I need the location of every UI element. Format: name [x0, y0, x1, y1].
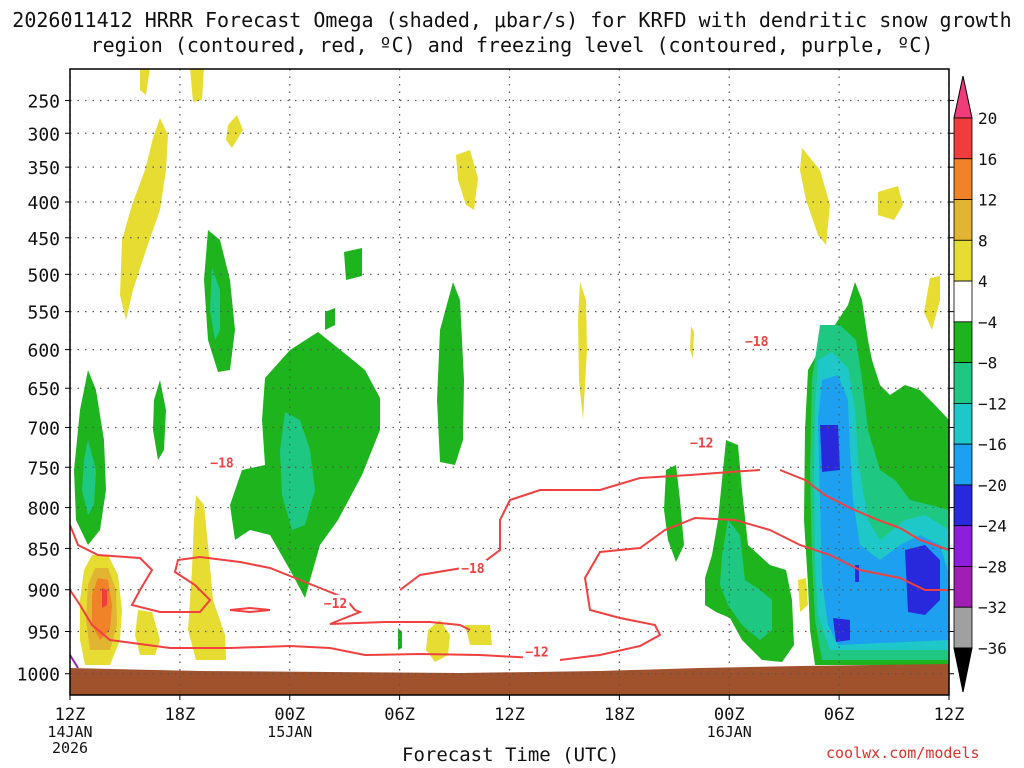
- colorbar: 20 16 12 8 4 −4 −8 −12 −16 −20 −24 −28 −32 −36: [953, 75, 1007, 693]
- colorbar-segment: [953, 484, 973, 527]
- contour-label-bg: [458, 560, 487, 577]
- colorbar-segment: [953, 158, 973, 200]
- y-tick-label: 900: [27, 581, 60, 602]
- x-tick-label: 12Z: [494, 705, 525, 725]
- colorbar-label: −36: [978, 639, 1007, 658]
- x-tick-label: 06Z: [384, 705, 415, 725]
- colorbar-top-arrow: [953, 75, 973, 119]
- y-tick-label: 600: [27, 341, 60, 362]
- x-tick-label: 06Z: [824, 705, 855, 725]
- x-tick-label: 12Z: [934, 705, 965, 725]
- colorbar-label: −32: [978, 598, 1007, 617]
- contour-label-bg: [207, 454, 236, 471]
- colorbar-label: −24: [978, 517, 1007, 536]
- y-tick-label: 800: [27, 499, 60, 520]
- colorbar-segment: [953, 443, 973, 486]
- y-axis: 250 300 350 400 450 500 550 600 650 700 750 800 850 9…: [17, 91, 954, 686]
- freezing-level-contour: [69, 654, 79, 669]
- colorbar-segment: [953, 402, 973, 445]
- y-tick-label: 700: [27, 418, 60, 439]
- colorbar-label: −28: [978, 557, 1007, 576]
- colorbar-label: −4: [978, 313, 997, 332]
- colorbar-segment: [953, 321, 973, 364]
- colorbar-label: −12: [978, 394, 1007, 413]
- colorbar-segment: [953, 362, 973, 404]
- contour-label: −12: [324, 597, 347, 612]
- contour-label-bg: [522, 643, 551, 660]
- x-tick-label: 00Z: [274, 705, 305, 725]
- x-tick-sublabel: 15JAN: [267, 723, 312, 741]
- x-tick-label: 18Z: [604, 705, 635, 725]
- contour-label: −12: [525, 646, 548, 661]
- y-tick-label: 850: [27, 539, 60, 560]
- colorbar-segment: [953, 239, 973, 282]
- y-tick-label: 650: [27, 379, 60, 400]
- colorbar-label: −8: [978, 354, 997, 373]
- y-tick-label: 500: [27, 265, 60, 286]
- x-axis-title: Forecast Time (UTC): [402, 744, 620, 766]
- colorbar-label: −16: [978, 435, 1007, 454]
- colorbar-label: 12: [978, 191, 997, 210]
- colorbar-label: −20: [978, 476, 1007, 495]
- chart-title: 2026011412 HRRR Forecast Omega (shaded, …: [12, 8, 1012, 57]
- y-tick-label: 300: [27, 124, 60, 145]
- y-tick-label: 400: [27, 193, 60, 214]
- colorbar-segment: [953, 525, 973, 567]
- colorbar-segment: [953, 606, 973, 649]
- contour-label-bg: [687, 434, 716, 451]
- colorbar-segment: [953, 566, 973, 608]
- x-tick-sublabel: 16JAN: [707, 723, 752, 741]
- credit-link[interactable]: coolwx.com/models: [826, 744, 980, 762]
- contour-label: −18: [210, 456, 234, 471]
- x-tick-sublabel: 14JAN: [47, 723, 92, 741]
- y-tick-label: 350: [27, 158, 60, 179]
- colorbar-segment: [953, 280, 973, 323]
- colorbar-segment: [953, 199, 973, 241]
- y-tick-label: 450: [27, 229, 60, 250]
- x-tick-sublabel: 2026: [52, 739, 88, 757]
- colorbar-label: 16: [978, 150, 997, 169]
- y-tick-label: 250: [27, 91, 60, 112]
- colorbar-segment: [953, 117, 973, 160]
- colorbar-bottom-arrow: [953, 647, 973, 693]
- contour-label-bg: [742, 332, 771, 349]
- colorbar-label: 4: [978, 272, 988, 291]
- x-tick-label: 00Z: [714, 705, 745, 725]
- colorbar-label: 20: [978, 109, 997, 128]
- contour-label: −18: [461, 562, 485, 577]
- y-tick-label: 950: [27, 623, 60, 644]
- contour-labels: −12 −12 −12 −18 −18 −18: [207, 332, 771, 661]
- contour-label: −12: [690, 436, 713, 451]
- omega-shading: [70, 69, 949, 695]
- contour-label: −18: [745, 335, 769, 350]
- colorbar-label: 8: [978, 231, 988, 250]
- y-tick-label: 750: [27, 458, 60, 479]
- contour-label-bg: [321, 594, 350, 611]
- x-tick-label: 18Z: [165, 705, 196, 725]
- y-tick-label: 1000: [17, 665, 60, 686]
- y-tick-label: 550: [27, 303, 60, 324]
- x-tick-label: 12Z: [55, 705, 86, 725]
